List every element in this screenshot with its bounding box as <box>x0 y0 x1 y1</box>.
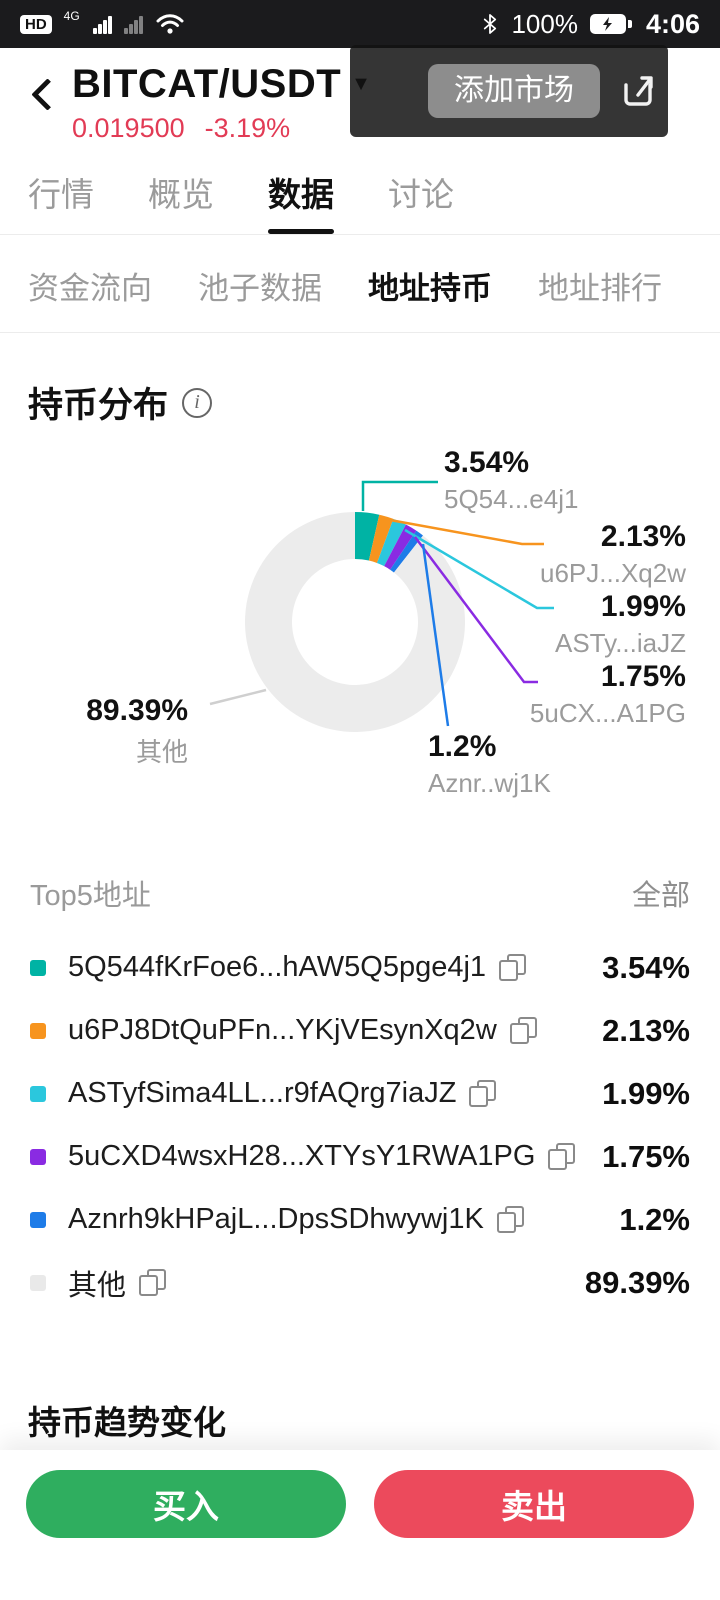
row-percent: 1.75% <box>602 1138 690 1174</box>
info-icon[interactable]: i <box>182 387 213 418</box>
chart-callout: 89.39% 其他 <box>86 694 188 767</box>
legend-swatch <box>30 1211 46 1228</box>
address-text: 5Q544fKrFoe6...hAW5Q5pge4j1 <box>68 951 487 983</box>
network-type-label: 4G <box>63 9 80 23</box>
subtab-address-ranking[interactable]: 地址排行 <box>538 271 662 306</box>
battery-icon <box>589 12 634 36</box>
holdings-donut-chart: 3.54% 5Q54...e4j1 2.13% u6PJ...Xq2w 1.99… <box>0 436 720 816</box>
data-subtabs: 资金流向 池子数据 地址持币 地址排行 <box>0 235 720 333</box>
chart-callout: 2.13% u6PJ...Xq2w <box>540 520 686 588</box>
copy-icon[interactable] <box>498 953 527 982</box>
subtab-address-holdings[interactable]: 地址持币 <box>368 271 492 306</box>
tab-data[interactable]: 数据 <box>268 168 334 234</box>
subtab-fund-flow[interactable]: 资金流向 <box>28 271 152 306</box>
row-percent: 3.54% <box>602 949 690 985</box>
holdings-table: Top5地址 全部 5Q544fKrFoe6...hAW5Q5pge4j1 3.… <box>0 872 720 1314</box>
sell-button[interactable]: 卖出 <box>374 1470 694 1538</box>
legend-swatch <box>30 1085 46 1102</box>
back-button[interactable] <box>30 82 56 108</box>
chart-callout: 1.99% ASTy...iaJZ <box>555 590 686 658</box>
address-text: ASTyfSima4LL...r9fAQrg7iaJZ <box>68 1077 457 1109</box>
table-row[interactable]: 其他 89.39% <box>30 1251 690 1314</box>
donut-svg <box>209 480 554 732</box>
table-header: Top5地址 全部 <box>30 872 690 914</box>
header: BITCAT/USDT ▼ 0.019500 -3.19% 添加市场 <box>0 45 720 152</box>
buy-button[interactable]: 买入 <box>26 1470 346 1538</box>
add-market-button[interactable]: 添加市场 <box>428 64 600 118</box>
price-change: -3.19% <box>204 113 291 143</box>
row-percent: 1.99% <box>602 1075 690 1111</box>
legend-swatch <box>30 959 46 976</box>
clock: 4:06 <box>645 8 700 39</box>
copy-icon[interactable] <box>468 1079 497 1108</box>
legend-swatch <box>30 1022 46 1039</box>
section-title: 持币分布 <box>28 386 169 425</box>
table-row[interactable]: Aznrh9kHPajL...DpsSDhwywj1K 1.2% <box>30 1188 690 1251</box>
chart-callout: 1.75% 5uCX...A1PG <box>529 660 686 728</box>
table-row[interactable]: u6PJ8DtQuPFn...YKjVEsynXq2w 2.13% <box>30 999 690 1062</box>
legend-swatch <box>30 1148 46 1165</box>
trend-section-title: 持币趋势变化 <box>28 1404 226 1441</box>
main-tabs: 行情 概览 数据 讨论 <box>0 152 720 235</box>
hd-icon: HD <box>20 14 52 34</box>
copy-icon[interactable] <box>496 1205 524 1234</box>
chart-callout: 3.54% 5Q54...e4j1 <box>444 446 579 514</box>
battery-percent: 100% <box>511 8 578 39</box>
address-text: 其他 <box>68 1269 127 1302</box>
chart-callout: 1.2% Aznr..wj1K <box>428 730 551 798</box>
row-percent: 2.13% <box>602 1012 690 1048</box>
status-bar: HD 4G 100% 4:06 <box>0 0 720 48</box>
row-percent: 89.39% <box>584 1264 690 1300</box>
address-text: u6PJ8DtQuPFn...YKjVEsynXq2w <box>68 1014 497 1046</box>
copy-icon[interactable] <box>138 1268 167 1297</box>
copy-icon[interactable] <box>509 1016 537 1045</box>
wifi-icon <box>156 14 184 34</box>
copy-icon[interactable] <box>547 1142 576 1171</box>
trade-footer: 买入 卖出 <box>0 1450 720 1600</box>
table-row[interactable]: 5Q544fKrFoe6...hAW5Q5pge4j1 3.54% <box>30 936 690 999</box>
distribution-section-header: 持币分布 i <box>28 377 720 428</box>
address-text: 5uCXD4wsxH28...XTYsY1RWA1PG <box>68 1140 536 1172</box>
signal2-icon <box>123 14 143 34</box>
table-header-left: Top5地址 <box>30 880 151 912</box>
view-all-link[interactable]: 全部 <box>631 880 690 912</box>
signal-icon <box>92 14 112 34</box>
tab-overview[interactable]: 概览 <box>148 176 214 213</box>
pair-title: BITCAT/USDT <box>72 62 342 106</box>
share-icon[interactable] <box>616 69 660 118</box>
legend-swatch <box>30 1274 46 1291</box>
tab-discussion[interactable]: 讨论 <box>388 176 454 213</box>
table-row[interactable]: ASTyfSima4LL...r9fAQrg7iaJZ 1.99% <box>30 1062 690 1125</box>
add-market-tooltip: 添加市场 <box>350 45 668 137</box>
row-percent: 1.2% <box>619 1201 690 1237</box>
table-row[interactable]: 5uCXD4wsxH28...XTYsY1RWA1PG 1.75% <box>30 1125 690 1188</box>
bluetooth-icon <box>484 14 497 34</box>
status-bar-right: 100% 4:06 <box>481 9 700 40</box>
address-text: Aznrh9kHPajL...DpsSDhwywj1K <box>68 1203 484 1235</box>
table-rows: 5Q544fKrFoe6...hAW5Q5pge4j1 3.54% u6PJ8D… <box>30 936 690 1314</box>
tab-quotes[interactable]: 行情 <box>28 176 94 213</box>
subtab-pool-data[interactable]: 池子数据 <box>198 271 322 306</box>
price-row: 0.019500 -3.19% <box>0 113 720 144</box>
price-value: 0.019500 <box>72 113 185 143</box>
